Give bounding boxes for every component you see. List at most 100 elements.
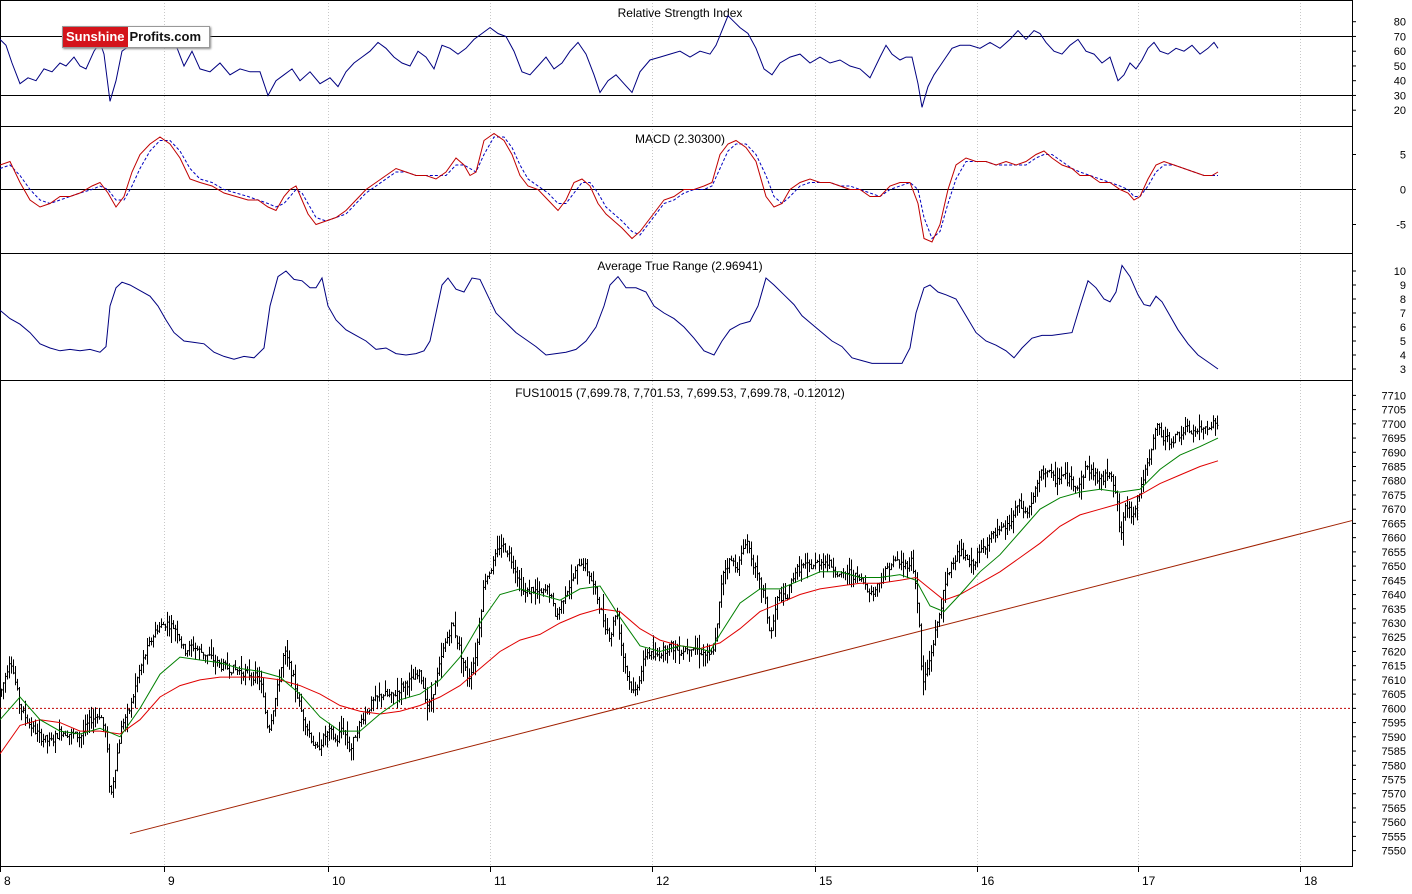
price-bar — [1030, 492, 1033, 516]
price-bar — [122, 718, 125, 730]
price-bar — [214, 654, 217, 675]
price-bar — [920, 623, 923, 671]
price-bar — [82, 719, 85, 745]
price-bar — [100, 715, 103, 719]
price-bar — [1216, 415, 1219, 430]
price-bar — [414, 666, 417, 680]
y-tick-label: 7550 — [1382, 846, 1406, 858]
price-bar — [918, 602, 921, 628]
price-bar — [362, 712, 365, 725]
price-bar — [1016, 505, 1019, 516]
y-tick-label: 20 — [1394, 105, 1406, 117]
price-bar — [768, 616, 771, 632]
price-bar — [48, 732, 51, 747]
price-bar — [1112, 474, 1115, 498]
price-bar — [290, 660, 293, 687]
price-bar — [940, 598, 943, 619]
price-bar — [944, 571, 947, 603]
price-bar — [492, 556, 495, 575]
y-tick-label: 7655 — [1382, 547, 1406, 559]
y-tick-label: 7695 — [1382, 433, 1406, 445]
price-bar — [1068, 472, 1071, 487]
price-bar — [718, 601, 721, 629]
price-bar — [700, 649, 703, 656]
price-bar — [856, 566, 859, 583]
price-bar — [540, 588, 543, 594]
price-bar — [1098, 471, 1101, 490]
price-bar — [1036, 479, 1039, 497]
price-bar — [10, 656, 13, 674]
price-bar — [230, 671, 233, 676]
price-bar — [1044, 468, 1047, 488]
price-bar — [984, 546, 987, 555]
price-bar — [1186, 418, 1189, 433]
price-bar — [18, 687, 21, 714]
price-bar — [632, 677, 635, 694]
y-tick-label: 7640 — [1382, 590, 1406, 602]
price-bar — [696, 637, 699, 655]
price-bar — [438, 656, 441, 676]
price-bar — [52, 734, 55, 747]
price-bar — [590, 572, 593, 582]
price-bar — [904, 559, 907, 570]
price-bar — [638, 676, 641, 691]
price-bar — [184, 643, 187, 656]
price-bar — [394, 690, 397, 697]
price-bar — [12, 659, 15, 675]
price-bar — [80, 734, 83, 749]
price-bar — [408, 672, 411, 698]
price-bar — [1182, 427, 1185, 440]
price-bar — [704, 650, 707, 667]
price-bar — [94, 707, 97, 728]
y-tick-label: 5 — [1400, 336, 1406, 348]
price-bar — [650, 650, 653, 660]
price-bar — [340, 715, 343, 739]
price-bar — [374, 685, 377, 702]
price-bar — [218, 659, 221, 668]
y-tick-label: 7615 — [1382, 661, 1406, 673]
price-bar — [1114, 476, 1117, 494]
price-bar — [92, 709, 95, 734]
price-bar — [558, 606, 561, 620]
price-bar — [156, 624, 159, 635]
price-bar — [388, 689, 391, 698]
price-bar — [240, 656, 243, 685]
price-bar — [1146, 458, 1149, 476]
price-bar — [610, 632, 613, 647]
price-bar — [1110, 471, 1113, 482]
price-bar — [966, 554, 969, 560]
price-bar — [730, 555, 733, 562]
price-bar — [154, 621, 157, 638]
price-bar — [364, 706, 367, 725]
price-bar — [634, 681, 637, 697]
price-bar — [760, 577, 763, 603]
price-bar — [806, 552, 809, 579]
price-bar — [350, 743, 353, 761]
price-bar — [212, 647, 215, 667]
price-bar — [536, 577, 539, 599]
price-bar — [720, 574, 723, 608]
price-bar — [746, 534, 749, 554]
price-bar — [162, 621, 165, 626]
price-bar — [738, 556, 741, 576]
price-bar — [1104, 469, 1107, 488]
y-tick-label: 7665 — [1382, 518, 1406, 530]
price-bar — [114, 769, 117, 789]
price-bar — [596, 586, 599, 605]
price-bar — [330, 725, 333, 740]
price-bar — [714, 627, 717, 652]
price-bar — [202, 651, 205, 660]
price-bar — [666, 645, 669, 664]
price-bar — [802, 562, 805, 569]
price-bar — [282, 653, 285, 678]
price-bar — [314, 741, 317, 749]
y-tick-label: 7 — [1400, 308, 1406, 320]
price-bar — [40, 728, 43, 746]
x-tick-label: 9 — [168, 874, 175, 888]
price-bar — [890, 563, 893, 571]
price-bar — [968, 555, 971, 568]
price-bar — [868, 588, 871, 603]
price-bar — [896, 551, 899, 561]
price-bar — [310, 732, 313, 744]
price-bar — [180, 636, 183, 649]
